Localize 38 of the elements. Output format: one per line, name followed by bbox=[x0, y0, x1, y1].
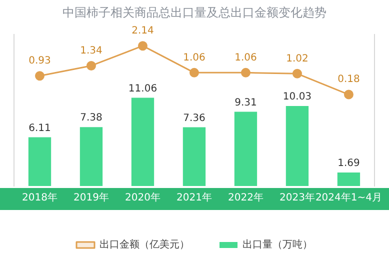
bar bbox=[286, 106, 309, 186]
data-label: 7.36 bbox=[183, 112, 206, 124]
legend-label: 出口量（万吨） bbox=[242, 238, 312, 251]
x-tick-label: 2024年1~4月 bbox=[315, 192, 382, 204]
data-label: 10.03 bbox=[282, 92, 312, 103]
bar bbox=[234, 112, 258, 186]
x-tick-label: 2020年 bbox=[125, 192, 160, 204]
bar bbox=[182, 127, 206, 186]
point bbox=[240, 68, 250, 78]
data-label: 6.11 bbox=[28, 122, 51, 134]
point bbox=[292, 68, 302, 78]
data-label: 9.31 bbox=[234, 97, 257, 108]
x-tick-label: 2021年 bbox=[176, 192, 212, 204]
point bbox=[86, 60, 96, 70]
point bbox=[138, 41, 148, 51]
bar bbox=[80, 127, 103, 186]
x-tick-label: 2019年 bbox=[74, 192, 109, 204]
bar bbox=[28, 137, 52, 186]
x-tick-label: 2018年 bbox=[22, 192, 58, 204]
data-label: 11.06 bbox=[128, 83, 158, 94]
data-label: 2.14 bbox=[132, 25, 154, 36]
x-tick-label: 2022年 bbox=[228, 192, 264, 204]
data-label: 7.38 bbox=[80, 112, 102, 124]
data-label: 0.18 bbox=[338, 74, 360, 86]
point bbox=[35, 71, 44, 81]
data-label: 1.69 bbox=[338, 158, 360, 170]
data-label: 1.06 bbox=[234, 52, 257, 64]
data-label: 1.34 bbox=[80, 45, 102, 56]
point bbox=[189, 68, 199, 78]
bar bbox=[337, 172, 360, 186]
chart-title: 中国柿子相关商品总出口量及总出口金额变化趋势 bbox=[62, 5, 326, 20]
legend-label: 出口金额（亿美元） bbox=[100, 238, 190, 251]
data-label: 0.93 bbox=[28, 55, 51, 66]
point bbox=[344, 90, 354, 100]
data-label: 1.06 bbox=[183, 52, 206, 64]
data-label: 1.02 bbox=[286, 53, 308, 64]
x-tick-label: 2023年 bbox=[280, 192, 315, 204]
bar bbox=[131, 98, 154, 186]
